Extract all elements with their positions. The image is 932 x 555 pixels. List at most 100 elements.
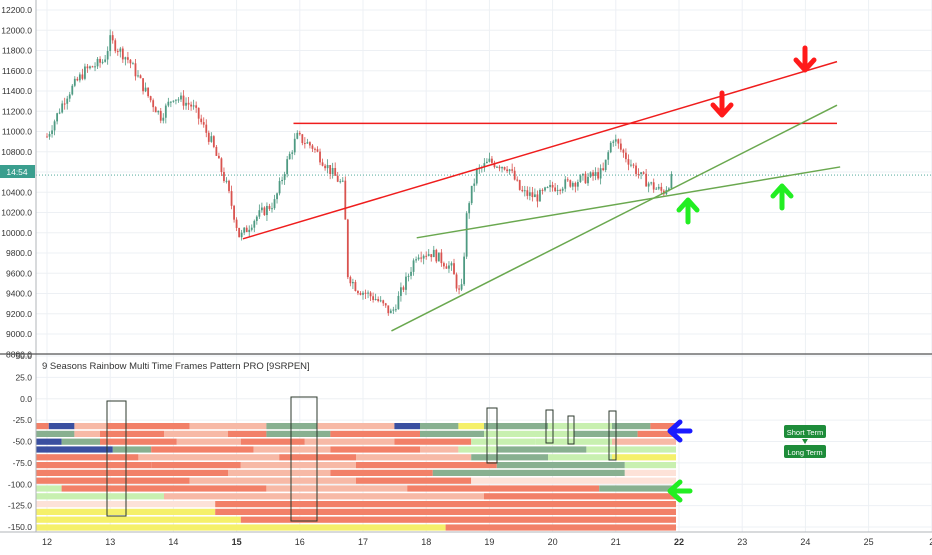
candle-body — [513, 170, 516, 180]
band-segment — [330, 469, 433, 476]
candle-body — [81, 74, 84, 79]
candle-body — [326, 165, 329, 169]
pattern-box — [608, 410, 617, 461]
candle-body — [554, 187, 557, 192]
candle-body — [516, 179, 519, 181]
pattern-box — [486, 407, 498, 464]
candle-body — [463, 256, 466, 285]
band-segment — [61, 438, 100, 445]
candle-body — [468, 203, 471, 214]
candle-body — [569, 180, 572, 187]
candle-body — [298, 132, 301, 135]
candle-body — [63, 103, 66, 105]
candle-body — [417, 257, 420, 260]
band-segment — [228, 430, 267, 437]
grid — [36, 0, 932, 532]
band-segment — [100, 438, 177, 445]
candle-body — [104, 59, 107, 62]
band-segment — [138, 454, 280, 461]
band-segment — [650, 423, 676, 430]
candles — [46, 29, 673, 316]
band-segment — [330, 430, 420, 437]
pattern-box — [545, 409, 554, 444]
candle-body — [134, 63, 137, 77]
candle-body — [225, 180, 228, 182]
candle-body — [207, 132, 210, 142]
candle-body — [397, 295, 400, 310]
candle-body — [180, 95, 182, 100]
candle-body — [435, 249, 438, 262]
band-segment — [36, 477, 190, 484]
candle-body — [657, 186, 660, 189]
y-tick-label: 10200.0 — [1, 208, 32, 218]
candle-body — [321, 162, 324, 166]
candle-body — [627, 159, 630, 165]
x-tick-label: 14 — [168, 537, 178, 547]
candle-body — [483, 163, 486, 168]
candle-body — [534, 194, 536, 198]
candle-body — [129, 59, 132, 64]
candle-body — [584, 173, 587, 184]
candle-body — [223, 172, 225, 182]
candle-body — [187, 102, 190, 105]
band-segment — [176, 438, 241, 445]
y-tick-label: 9400.0 — [6, 289, 32, 299]
x-tick-label: 25 — [864, 537, 874, 547]
candle-body — [334, 168, 337, 176]
band-segment — [36, 446, 113, 453]
candle-body — [453, 263, 455, 275]
candle-body — [96, 58, 99, 67]
band-segment — [266, 430, 331, 437]
band-segment — [420, 430, 484, 437]
candle-body — [485, 161, 488, 164]
candle-body — [637, 173, 640, 175]
y-tick-label: 9000.0 — [6, 329, 32, 339]
candle-body — [248, 229, 251, 232]
candle-body — [137, 75, 139, 77]
candle-body — [147, 87, 150, 97]
candle-body — [511, 169, 514, 171]
candle-body — [182, 95, 185, 106]
candle-body — [53, 121, 56, 131]
candle-body — [162, 117, 165, 121]
candle-body — [420, 257, 423, 259]
candle-body — [493, 162, 496, 168]
candle-body — [410, 271, 412, 276]
candle-body — [293, 138, 296, 153]
candle-body — [240, 232, 243, 238]
band-segment — [458, 446, 497, 453]
band-segment — [484, 423, 548, 430]
candle-body — [440, 252, 443, 264]
candle-body — [645, 173, 648, 187]
ind-tick-label: 0.0 — [20, 394, 32, 404]
band-segment — [189, 477, 356, 484]
candle-body — [382, 300, 385, 304]
candle-body — [422, 255, 425, 259]
candle-body — [276, 193, 278, 200]
band-segment — [548, 454, 612, 461]
candle-body — [306, 142, 309, 144]
ind-tick-label: -125.0 — [8, 501, 32, 511]
x-tick-label: 13 — [105, 537, 115, 547]
y-tick-label: 10000.0 — [1, 228, 32, 238]
candle-body — [142, 78, 144, 92]
candle-body — [503, 167, 506, 170]
candle-body — [56, 113, 59, 122]
candle-body — [233, 205, 235, 220]
candle-body — [574, 182, 577, 187]
candle-body — [202, 122, 205, 125]
candle-body — [571, 182, 574, 187]
candle-body — [549, 184, 551, 188]
band-segment — [637, 430, 676, 437]
candle-body — [559, 189, 562, 191]
candle-body — [260, 207, 263, 211]
candle-body — [316, 149, 319, 152]
band-segment — [100, 430, 164, 437]
candle-body — [364, 292, 367, 294]
x-tick-label: 23 — [737, 537, 747, 547]
candle-body — [362, 292, 364, 295]
candle-body — [379, 300, 382, 302]
candle-body — [528, 192, 531, 196]
candle-body — [245, 227, 248, 232]
candle-body — [635, 165, 637, 174]
